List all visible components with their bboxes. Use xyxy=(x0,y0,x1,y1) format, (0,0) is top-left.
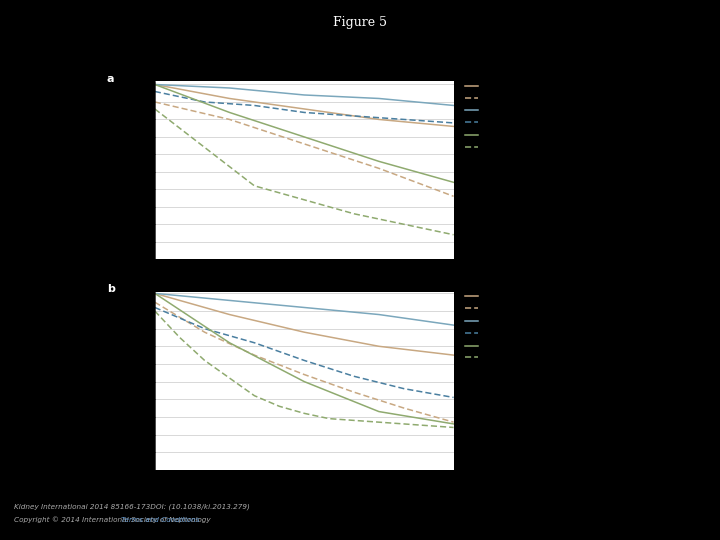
Text: b: b xyxy=(107,285,115,294)
Y-axis label: % Surviving without hospitalization: % Surviving without hospitalization xyxy=(118,319,125,443)
Text: Terms and Conditions: Terms and Conditions xyxy=(121,517,199,523)
X-axis label: Months: Months xyxy=(289,489,320,498)
Legend: Eur/A/NZ, among patients
without fractures, Eur/A/NZ, after fracture, Japan, amo: Eur/A/NZ, among patients without fractur… xyxy=(466,291,566,361)
Text: Figure 5: Figure 5 xyxy=(333,16,387,29)
Text: a: a xyxy=(107,74,114,84)
Y-axis label: % Surviving: % Surviving xyxy=(118,149,125,191)
Text: Copyright © 2014 International Society of Nephrology: Copyright © 2014 International Society o… xyxy=(14,516,213,523)
X-axis label: Months: Months xyxy=(289,279,320,287)
Text: Kidney International 2014 85166-173DOI: (10.1038/ki.2013.279): Kidney International 2014 85166-173DOI: … xyxy=(14,504,251,510)
Legend: Eur/A/NZ, among patients
without fractures, Eur/A/NZ, after fracture, Japan, amo: Eur/A/NZ, among patients without fractur… xyxy=(466,80,566,150)
